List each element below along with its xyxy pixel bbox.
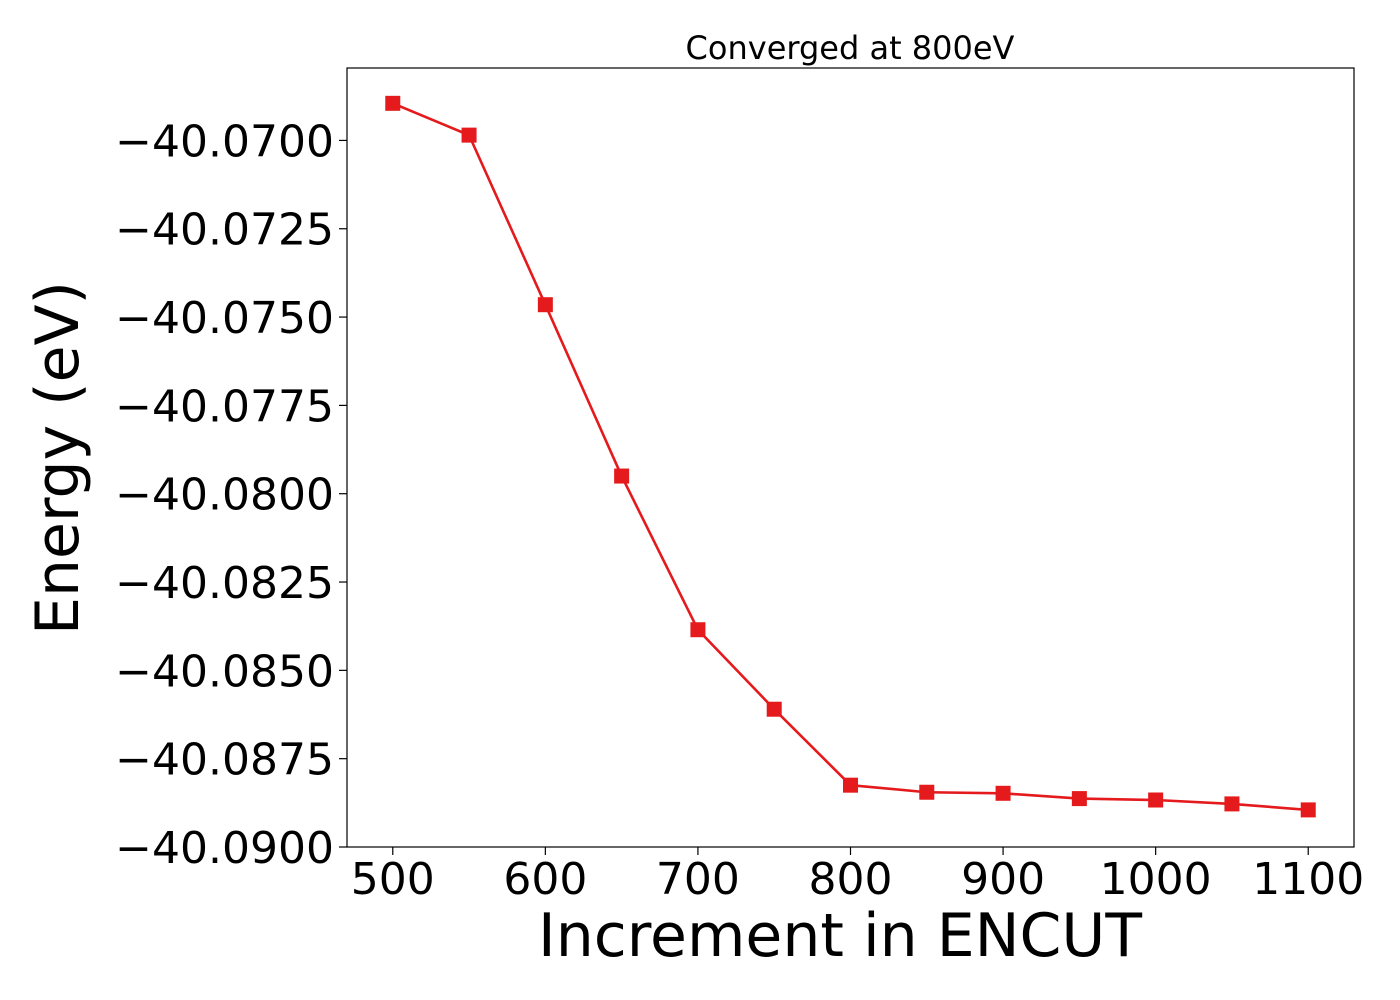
chart-title: Converged at 800eV: [686, 29, 1015, 67]
y-axis-ticks: −40.0700 −40.0725 −40.0750 −40.0775 −40.0800…: [115, 116, 347, 874]
y-tick-label: −40.0700: [115, 116, 334, 167]
y-tick-label: −40.0875: [115, 735, 334, 786]
data-point-marker: [1224, 796, 1240, 812]
y-tick-label: −40.0725: [115, 205, 334, 256]
x-axis-label: Increment in ENCUT: [538, 901, 1142, 971]
x-tick-label: 900: [961, 854, 1045, 905]
y-tick-label: −40.0825: [115, 558, 334, 609]
data-point-marker: [995, 785, 1011, 801]
data-point-marker: [919, 784, 935, 800]
plot-area: [346, 67, 1355, 848]
x-tick-label: 600: [503, 854, 587, 905]
data-point-marker: [1071, 791, 1087, 807]
data-point-marker: [690, 622, 706, 638]
data-point-marker: [843, 777, 858, 793]
data-point-marker: [461, 127, 477, 143]
y-tick-label: −40.0850: [115, 646, 334, 697]
x-tick-label: 800: [809, 854, 893, 905]
data-point-marker: [537, 297, 553, 313]
y-tick-label: −40.0900: [115, 823, 334, 874]
x-tick-label: 1100: [1252, 854, 1364, 905]
y-tick-label: −40.0750: [115, 293, 334, 344]
data-point-marker: [1300, 802, 1316, 818]
y-tick-label: −40.0800: [115, 470, 334, 521]
x-axis-ticks: 500 600 700 800 900 1000 1100: [351, 847, 1364, 905]
data-point-marker: [614, 468, 630, 484]
data-point-marker: [766, 701, 782, 717]
series-layer: [385, 95, 1316, 818]
y-tick-label: −40.0775: [115, 381, 334, 432]
x-tick-label: 700: [656, 854, 740, 905]
x-tick-label: 500: [351, 854, 435, 905]
y-axis-label: Energy (eV): [23, 281, 93, 635]
x-tick-label: 1000: [1100, 854, 1212, 905]
data-point-marker: [385, 95, 401, 111]
data-point-marker: [1148, 792, 1164, 808]
